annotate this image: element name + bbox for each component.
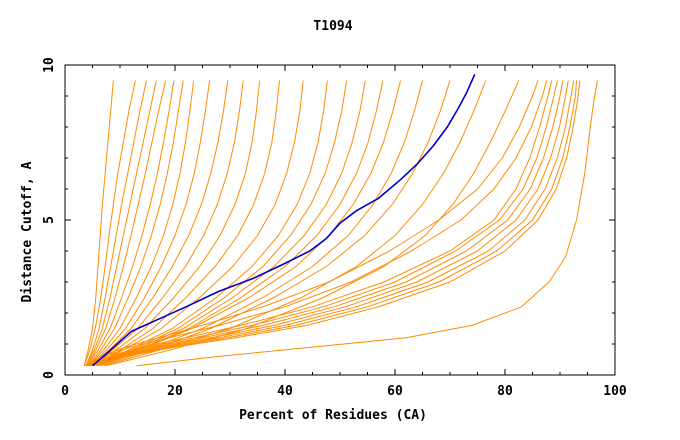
model-line-31 [85,80,548,367]
model-line-3 [85,80,147,366]
model-line-17 [95,80,366,367]
model-line-14 [92,80,304,367]
model-line-13 [92,80,280,367]
series-layer [83,80,598,367]
model-line-5 [86,80,167,366]
model-line-18 [96,80,384,367]
y-tick-label: 10 [42,57,57,73]
model-line-12 [91,80,261,367]
model-line-30 [91,80,581,367]
y-tick-label: 5 [42,216,57,224]
model-line-8 [87,80,195,367]
model-line-26 [87,80,564,367]
x-tick-label: 0 [61,384,69,399]
model-line-7 [87,80,184,367]
x-tick-label: 80 [497,384,513,399]
model-line-15 [93,80,328,367]
model-line-2 [83,80,136,366]
x-tick-label: 100 [603,384,627,399]
model-line-24 [86,80,553,367]
model-line-4 [85,80,157,366]
model-line-6 [86,80,175,366]
model-line-21 [100,80,451,367]
x-tick-label: 40 [277,384,293,399]
y-axis-title: Distance Cutoff, A [20,161,35,302]
model-line-20 [97,80,423,367]
model-line-28 [89,80,575,367]
model-line-27 [87,80,569,367]
highlighted-series-layer [91,73,476,367]
model-line-25 [86,80,558,367]
model-line-33 [136,80,598,367]
y-axis-ticks: 0 5 10 [42,57,615,379]
model-line-16 [95,80,348,367]
model-line-32 [84,80,539,367]
y-tick-label: 0 [42,371,57,379]
x-axis-title: Percent of Residues (CA) [239,408,427,423]
model-line-11 [90,80,244,367]
x-axis-ticks: 0 20 40 60 80 100 [61,65,627,399]
model-line-29 [89,80,577,367]
chart-title: T1094 [313,19,352,34]
model-line-10 [89,80,229,367]
highlighted-model-line [91,73,476,367]
x-tick-label: 60 [387,384,403,399]
x-tick-label: 20 [167,384,183,399]
model-line-9 [89,80,211,367]
model-line-1 [83,80,114,366]
